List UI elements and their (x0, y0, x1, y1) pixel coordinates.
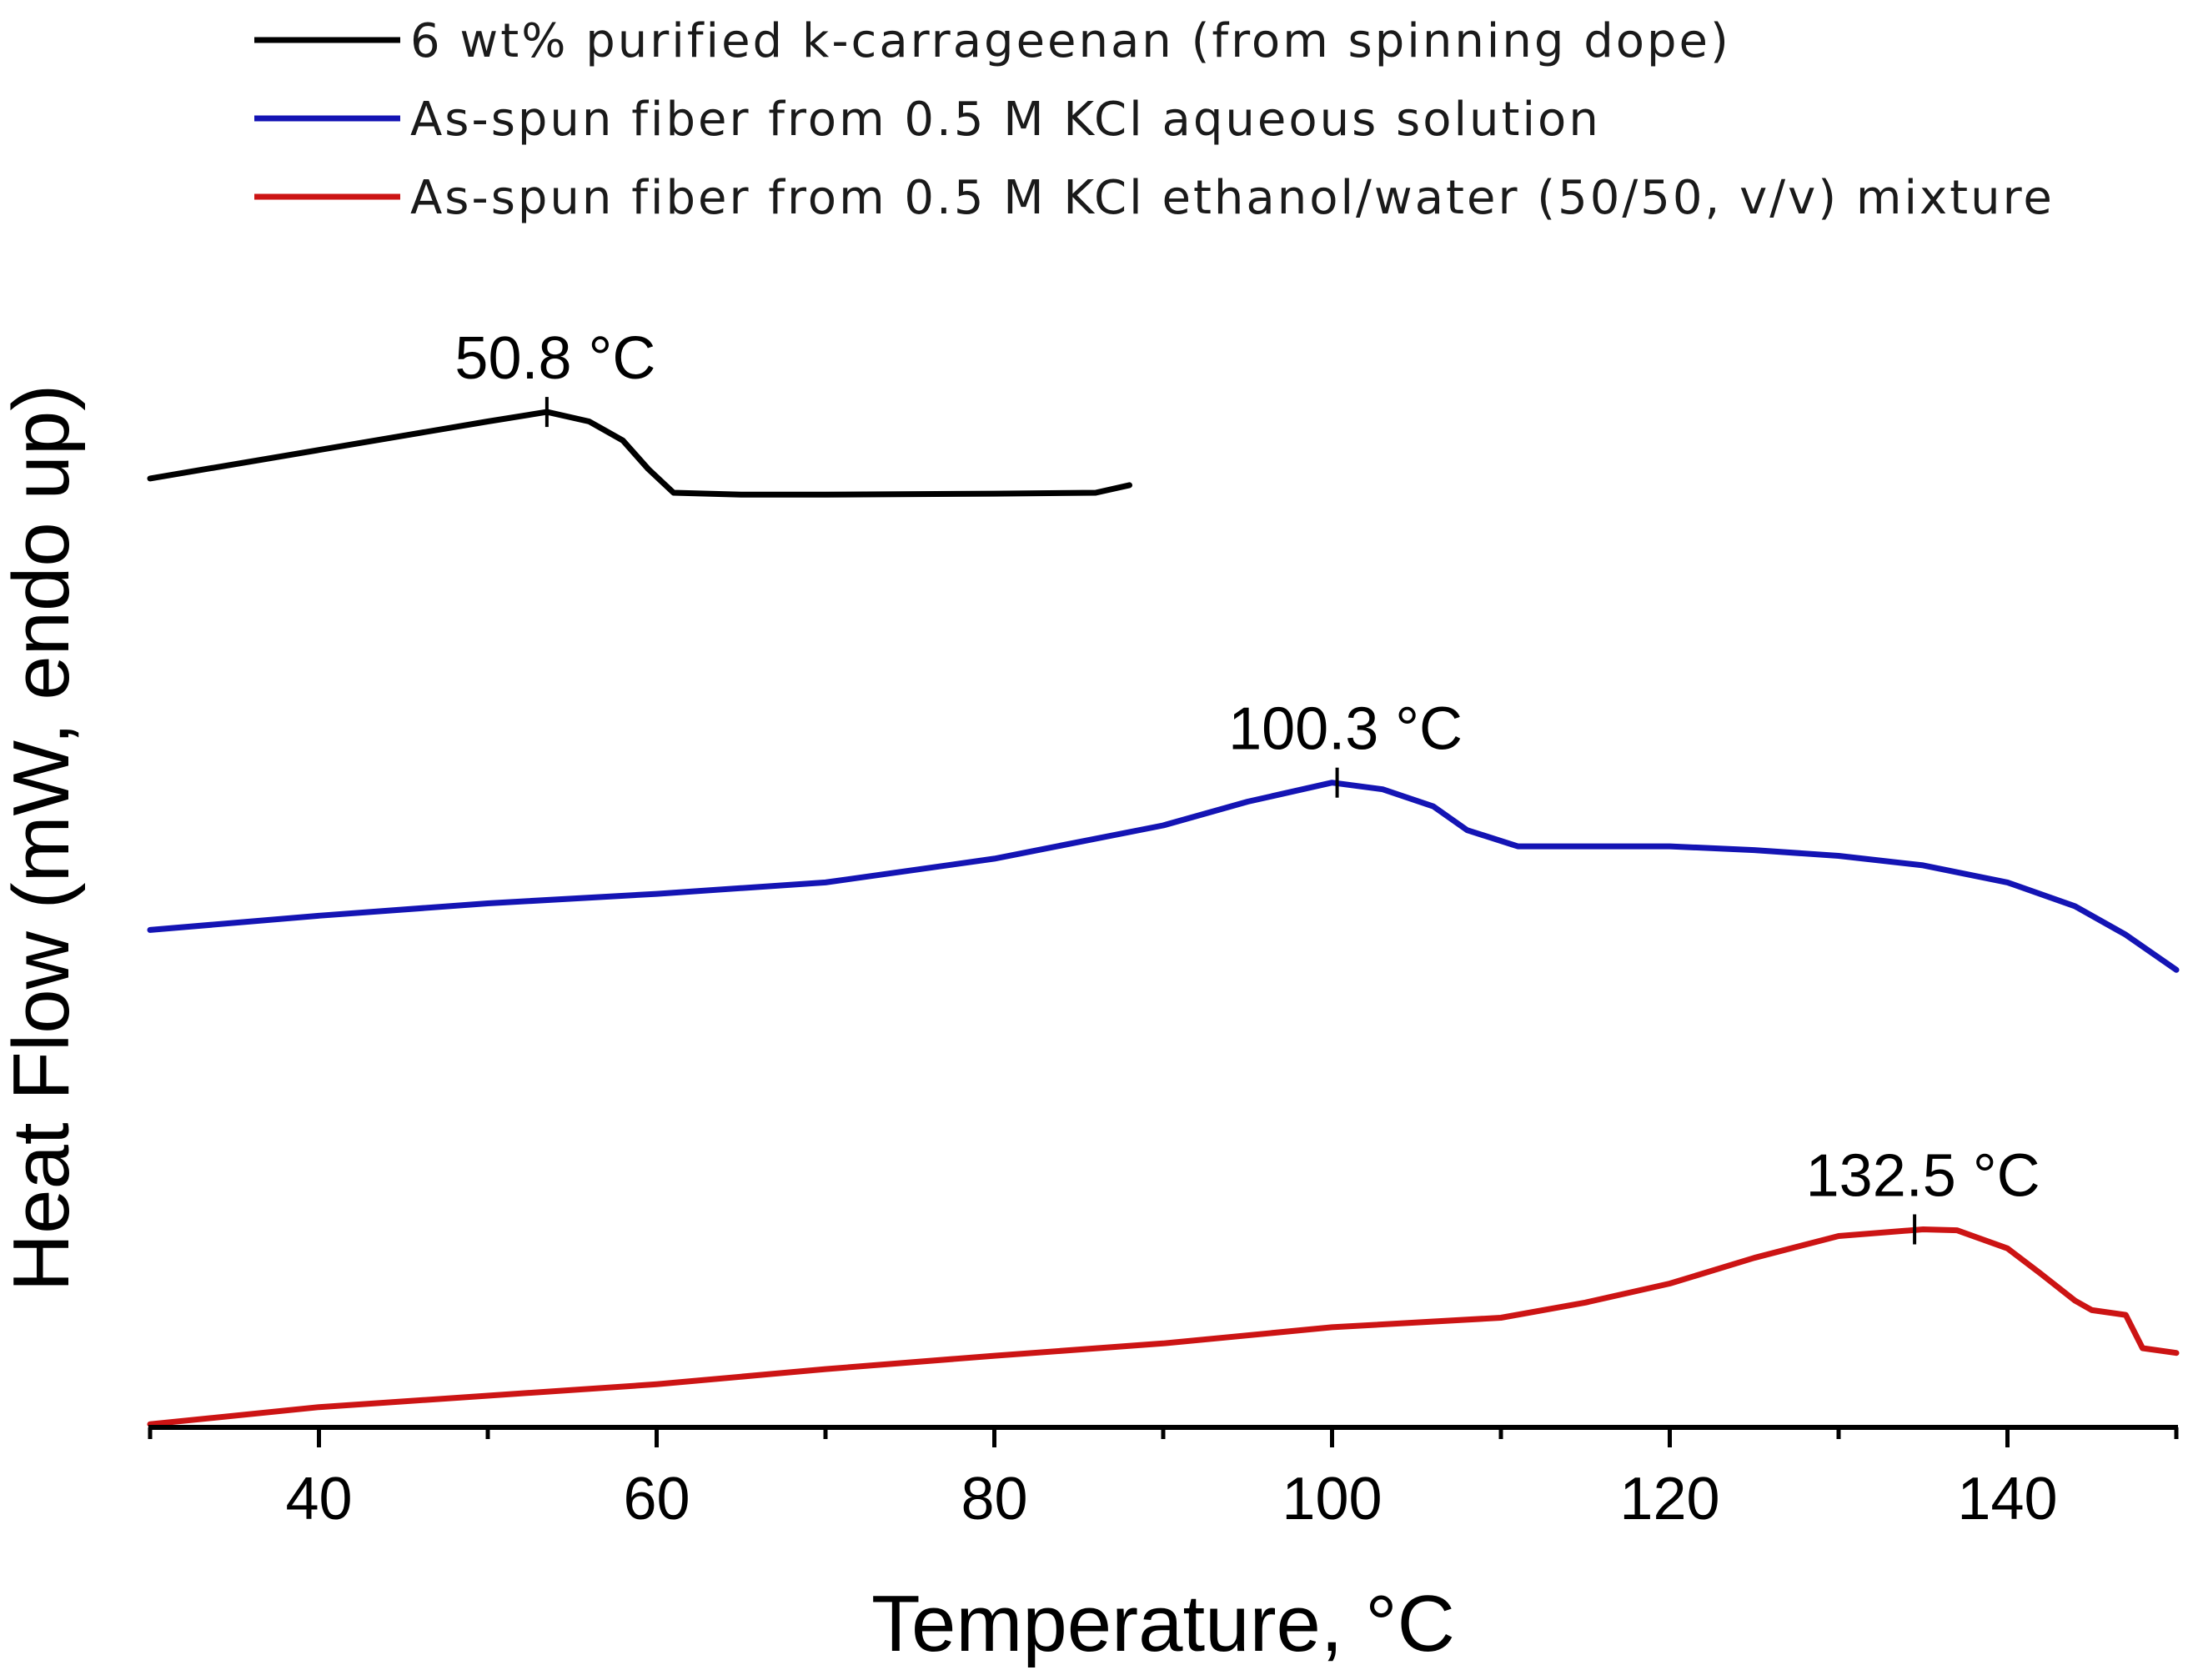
legend-entry-series-0: 6 wt% purified k-carrageenan (from spinn… (254, 14, 1731, 68)
x-tick-label-1: 60 (623, 1466, 690, 1532)
legend-label-series-0: 6 wt% purified k-carrageenan (from spinn… (410, 14, 1731, 68)
series-line-2 (147, 1226, 2180, 1427)
series-line-1 (147, 780, 2180, 973)
peak-label-0: 50.8 °C (454, 325, 655, 392)
legend-entry-series-1: As-spun fiber from 0.5 M KCl aqueous sol… (254, 93, 1601, 147)
legend-label-series-2: As-spun fiber from 0.5 M KCl ethanol/wat… (410, 171, 2055, 225)
x-tick-label-4: 120 (1619, 1466, 1719, 1532)
peak-label-1: 100.3 °C (1228, 696, 1463, 763)
series-line-0 (147, 409, 1132, 498)
plot-area (147, 409, 2180, 1427)
peak-label-2: 132.5 °C (1806, 1143, 2040, 1210)
x-tick-label-2: 80 (961, 1466, 1027, 1532)
x-axis: 40 60 80 100 120 140 Temperature, °C (148, 1425, 2179, 1668)
x-axis-title: Temperature, °C (871, 1579, 1455, 1668)
y-axis-title: Heat Flow (mW, endo up) (0, 384, 86, 1291)
x-tick-label-5: 140 (1957, 1466, 2057, 1532)
x-ticks (148, 1427, 2179, 1447)
legend: 6 wt% purified k-carrageenan (from spinn… (254, 14, 2055, 225)
annotations: 50.8 °C 100.3 °C 132.5 °C (454, 325, 2040, 1245)
legend-entry-series-2: As-spun fiber from 0.5 M KCl ethanol/wat… (254, 171, 2055, 225)
x-tick-label-3: 100 (1282, 1466, 1382, 1532)
x-tick-label-0: 40 (285, 1466, 352, 1532)
legend-label-series-1: As-spun fiber from 0.5 M KCl aqueous sol… (410, 93, 1601, 147)
x-tick-labels: 40 60 80 100 120 140 (285, 1466, 2057, 1532)
